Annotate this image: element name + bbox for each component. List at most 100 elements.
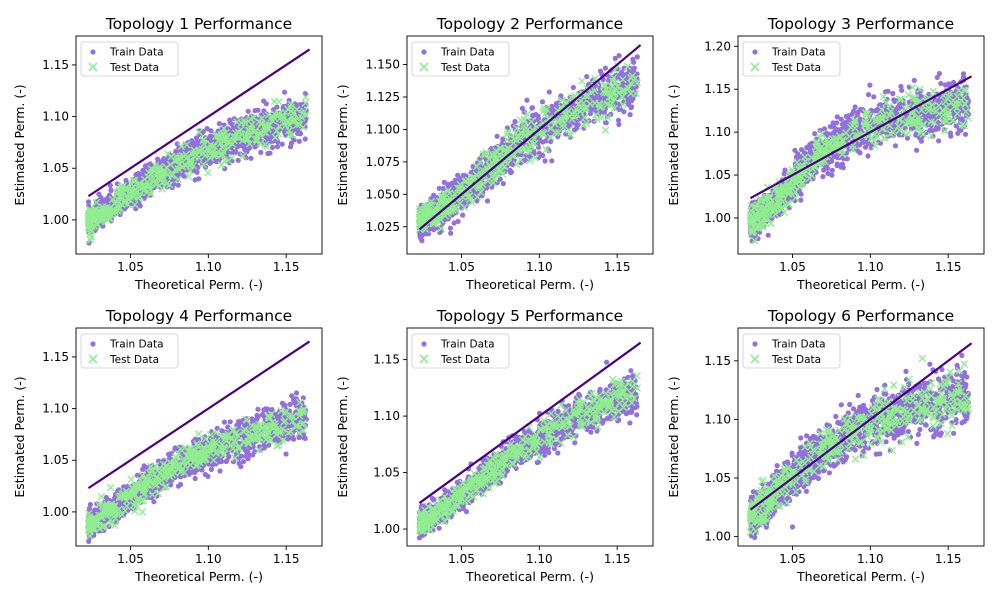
test-point — [614, 89, 623, 97]
test-point — [759, 222, 767, 231]
train-point — [248, 155, 254, 161]
train-point — [798, 191, 804, 197]
train-point — [892, 143, 899, 149]
test-point — [105, 215, 114, 223]
test-point — [427, 197, 436, 206]
test-point — [559, 123, 567, 132]
axes-frame — [406, 35, 654, 255]
train-point — [925, 112, 932, 119]
test-point — [495, 144, 504, 153]
test-point — [418, 220, 427, 228]
test-point — [136, 192, 144, 201]
train-point — [425, 231, 432, 237]
train-point — [834, 114, 840, 120]
test-point — [488, 150, 497, 159]
test-point — [173, 156, 182, 164]
test-point — [268, 116, 277, 125]
test-point — [777, 205, 786, 214]
test-point — [568, 115, 576, 123]
train-point — [834, 120, 840, 126]
train-point — [265, 150, 271, 157]
train-point — [418, 235, 424, 241]
test-point — [559, 120, 567, 129]
test-point — [466, 195, 474, 204]
test-point — [498, 170, 507, 178]
test-point — [579, 99, 588, 108]
test-point — [597, 113, 606, 122]
test-point — [520, 115, 528, 124]
train-point — [616, 53, 622, 59]
test-point — [560, 114, 569, 122]
test-point — [908, 83, 917, 92]
test-point — [85, 225, 94, 233]
train-point — [194, 169, 200, 175]
test-point — [219, 147, 227, 156]
test-point — [131, 200, 139, 209]
test-point — [155, 181, 164, 190]
train-point — [936, 138, 942, 144]
train-point — [512, 118, 518, 125]
test-point — [504, 153, 513, 162]
train-point — [602, 65, 609, 71]
train-point — [947, 130, 954, 136]
train-point — [842, 120, 848, 126]
test-point — [473, 193, 482, 201]
test-point — [955, 86, 963, 95]
test-point — [86, 209, 95, 217]
test-point — [211, 132, 220, 141]
test-point — [219, 150, 227, 159]
train-point — [574, 125, 580, 131]
train-point — [448, 230, 454, 236]
test-point — [906, 116, 915, 124]
test-point — [565, 126, 573, 134]
train-point — [258, 149, 264, 155]
train-point — [100, 223, 106, 229]
test-point — [604, 113, 612, 122]
test-point — [206, 154, 215, 162]
legend-test-label: Test Data — [440, 62, 490, 74]
train-point — [616, 121, 622, 128]
test-point — [812, 150, 820, 158]
train-point — [147, 161, 153, 167]
y-axis-label: Estimated Perm. (-) — [12, 84, 27, 205]
train-point — [821, 167, 827, 173]
train-point — [897, 101, 904, 107]
train-point — [808, 144, 814, 150]
test-point — [211, 151, 220, 160]
train-point — [958, 117, 964, 123]
train-point — [200, 129, 206, 135]
train-point — [103, 197, 109, 203]
test-point — [271, 133, 279, 142]
train-point — [447, 225, 453, 231]
test-point — [516, 155, 525, 164]
train-point — [546, 89, 552, 95]
train-point — [765, 232, 771, 238]
train-point — [548, 139, 554, 145]
train-point — [953, 123, 959, 129]
test-point — [245, 130, 254, 138]
test-point — [472, 162, 481, 171]
x-tick-label: 1.05 — [117, 260, 144, 274]
train-point — [274, 104, 280, 110]
train-point — [440, 185, 446, 192]
test-point — [601, 81, 610, 90]
train-point — [865, 141, 871, 147]
test-point — [611, 95, 619, 103]
test-point — [199, 160, 207, 169]
x-tick-label: 1.05 — [448, 260, 475, 274]
test-point — [220, 124, 228, 133]
test-point — [527, 117, 536, 126]
test-point — [525, 148, 533, 156]
test-point — [281, 108, 290, 117]
test-point — [631, 74, 639, 83]
test-point — [451, 190, 459, 198]
train-point — [117, 211, 123, 218]
test-point — [288, 117, 297, 126]
test-point — [270, 97, 279, 106]
train-point — [896, 132, 903, 138]
y-tick-label: 1.075 — [366, 155, 400, 169]
test-point — [450, 203, 458, 212]
train-point — [231, 123, 237, 129]
legend-train-label: Train Data — [109, 47, 164, 59]
